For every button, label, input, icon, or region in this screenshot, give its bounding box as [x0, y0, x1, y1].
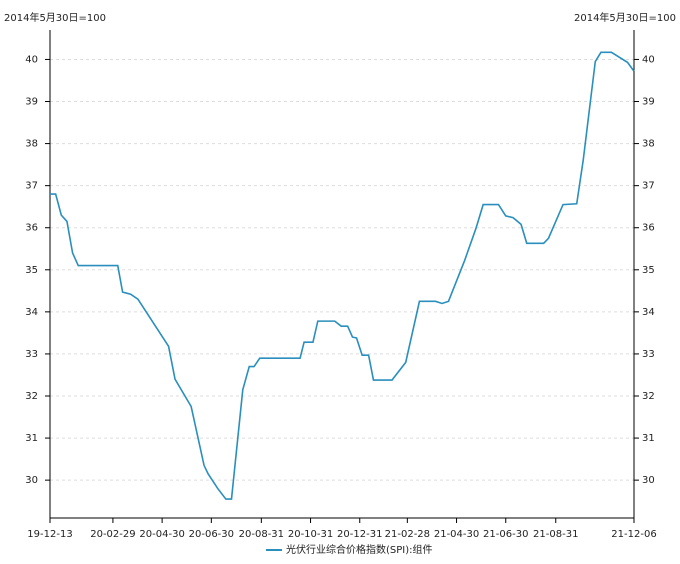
- y2-tick-label: 37: [642, 181, 655, 192]
- y2-tick-label: 35: [642, 265, 655, 276]
- y2-axis-label: 2014年5月30日=100: [574, 11, 676, 24]
- y-tick-label: 36: [25, 223, 38, 234]
- y-tick-label: 32: [25, 391, 38, 402]
- y-tick-label: 31: [25, 433, 38, 444]
- x-tick-label: 21-06-30: [483, 529, 528, 540]
- x-tick-label: 20-04-30: [139, 529, 184, 540]
- x-tick-label: 21-02-28: [385, 529, 430, 540]
- y-tick-label: 37: [25, 181, 38, 192]
- legend-label: 光伏行业综合价格指数(SPI):组件: [286, 543, 433, 556]
- y2-tick-label: 40: [642, 54, 655, 65]
- x-tick-label: 20-02-29: [90, 529, 135, 540]
- y2-tick-label: 30: [642, 475, 655, 486]
- x-tick-label: 21-04-30: [434, 529, 479, 540]
- y2-tick-label: 39: [642, 97, 655, 108]
- y2-tick-label: 32: [642, 391, 655, 402]
- data-line: [50, 51, 635, 500]
- y2-tick-label: 34: [642, 307, 655, 318]
- y-tick-label: 30: [25, 475, 38, 486]
- y-tick-label: 39: [25, 97, 38, 108]
- x-tick-label: 20-12-31: [337, 529, 382, 540]
- x-tick-label: 20-06-30: [189, 529, 234, 540]
- y2-tick-label: 31: [642, 433, 655, 444]
- x-tick-label: 19-12-13: [27, 529, 72, 540]
- y2-tick-label: 36: [642, 223, 655, 234]
- y-tick-label: 35: [25, 265, 38, 276]
- y2-tick-label: 33: [642, 349, 655, 360]
- y-axis-label: 2014年5月30日=100: [4, 11, 106, 24]
- x-tick-label: 20-08-31: [239, 529, 284, 540]
- y-tick-label: 34: [25, 307, 38, 318]
- y-tick-label: 38: [25, 139, 38, 150]
- x-tick-label: 21-12-06: [611, 529, 656, 540]
- y-tick-label: 40: [25, 54, 38, 65]
- y-tick-label: 33: [25, 349, 38, 360]
- y2-tick-label: 38: [642, 139, 655, 150]
- x-tick-label: 21-08-31: [533, 529, 578, 540]
- x-tick-label: 20-10-31: [288, 529, 333, 540]
